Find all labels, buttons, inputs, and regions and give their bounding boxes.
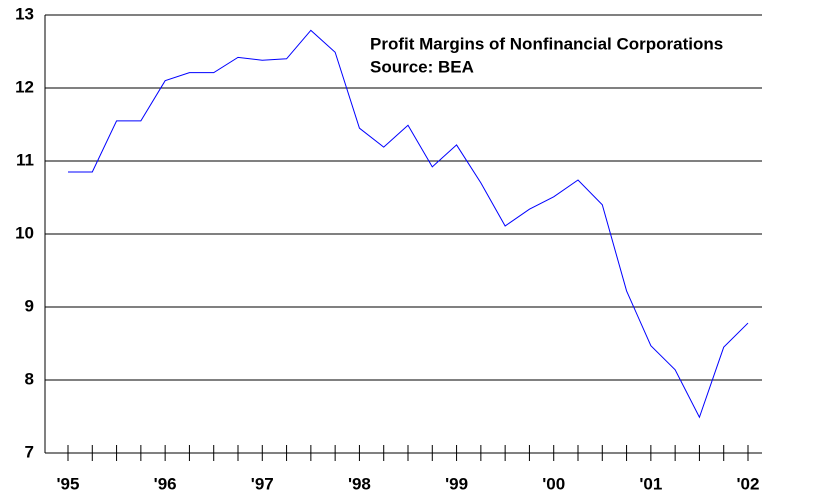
x-tick-label: '95	[57, 474, 80, 493]
x-tick-label: '01	[639, 474, 662, 493]
y-tick-label: 7	[25, 442, 34, 461]
line-series	[68, 29, 749, 419]
x-tick-label: '96	[154, 474, 177, 493]
chart-subtitle: Source: BEA	[370, 57, 474, 76]
y-tick-label: 13	[15, 4, 34, 23]
x-tick-label: '98	[348, 474, 371, 493]
y-tick-label: 12	[15, 77, 34, 96]
x-tick-label: '02	[737, 474, 760, 493]
chart-title: Profit Margins of Nonfinancial Corporati…	[370, 34, 723, 53]
y-tick-label: 10	[15, 223, 34, 242]
x-tick-label: '97	[251, 474, 274, 493]
y-tick-label: 11	[16, 150, 34, 169]
y-tick-label: 9	[25, 296, 34, 315]
x-tick-label: '99	[445, 474, 468, 493]
y-tick-label: 8	[25, 369, 34, 388]
x-tick-label: '00	[542, 474, 565, 493]
